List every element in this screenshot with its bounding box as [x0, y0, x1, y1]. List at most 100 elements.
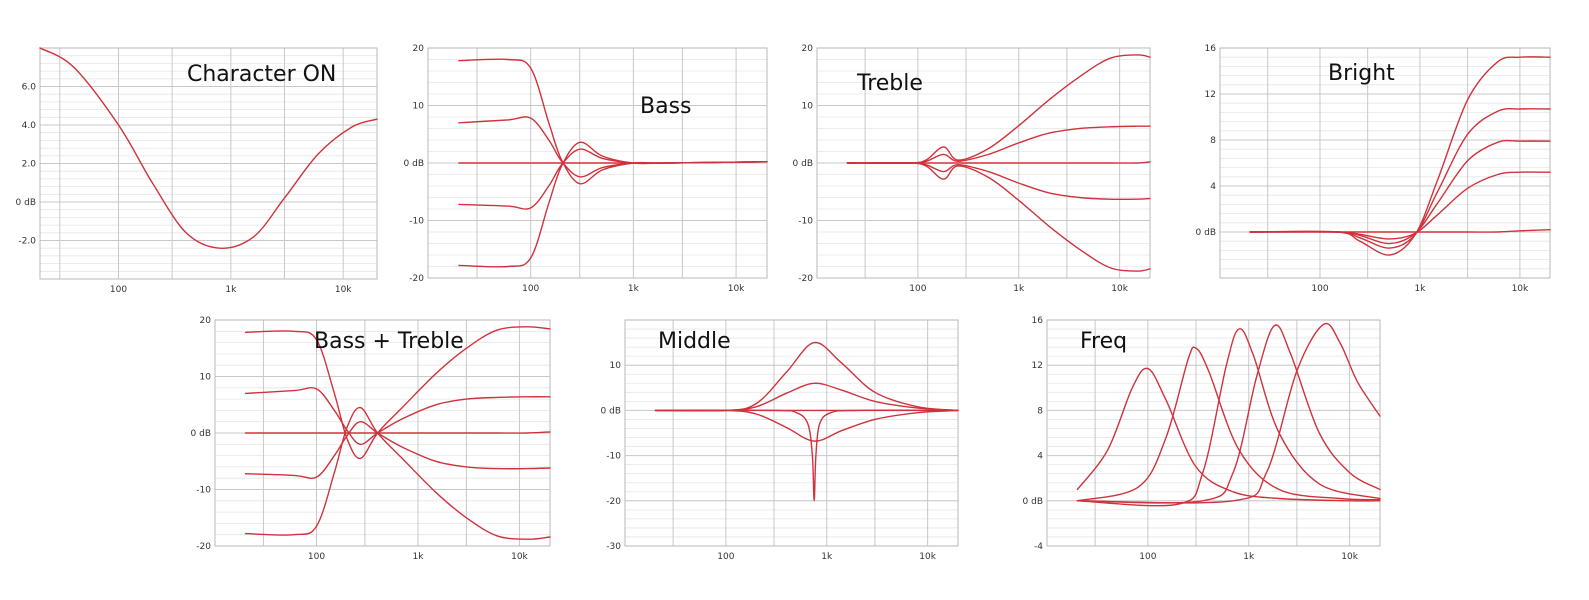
y-tick-label: 16 [1205, 44, 1217, 54]
y-tick-label: -2.0 [18, 237, 36, 247]
x-tick-label: 100 [308, 552, 325, 562]
response-curve [244, 386, 551, 445]
chart-panel: 10 0 dB -10 -20 -30 100 1k 10k Middle [601, 319, 959, 562]
response-curve [1249, 56, 1551, 256]
chart-title: Middle [658, 329, 731, 354]
response-curve [654, 382, 959, 412]
x-tick-label: 1k [628, 284, 640, 294]
x-tick-label: 100 [717, 552, 734, 562]
response-curve [654, 409, 959, 442]
response-curve [654, 409, 959, 502]
response-curve [846, 162, 1151, 201]
y-tick-label: 10 [610, 361, 622, 371]
response-curve [1249, 171, 1551, 240]
response-curve [846, 125, 1151, 164]
x-tick-label: 10k [335, 285, 352, 295]
y-tick-label: 0 dB [793, 159, 813, 169]
chart-panel: 16 12 8 4 0 dB 100 1k 10k Bright [1196, 44, 1551, 294]
y-tick-label: 4.0 [22, 121, 37, 131]
response-curve [1076, 328, 1381, 507]
chart-title: Character ON [187, 62, 336, 87]
chart-title: Bass + Treble [314, 329, 464, 354]
x-tick-label: 10k [1111, 284, 1128, 294]
plot-frame [427, 47, 768, 279]
plot-frame [214, 319, 551, 547]
chart-title: Freq [1080, 329, 1127, 354]
y-tick-label: 20 [802, 44, 814, 54]
y-tick-label: 16 [1032, 316, 1044, 326]
response-curve [1076, 346, 1381, 502]
x-tick-label: 10k [919, 552, 936, 562]
y-tick-label: -10 [606, 452, 621, 462]
y-tick-label: 0 dB [404, 159, 424, 169]
y-tick-label: 20 [413, 44, 425, 54]
y-tick-label: 0 dB [601, 406, 621, 416]
response-curve [458, 116, 768, 178]
response-curve [846, 161, 1151, 164]
plot-frame [624, 319, 959, 547]
response-curve [244, 431, 551, 434]
x-tick-label: 100 [1311, 284, 1328, 294]
x-tick-label: 10k [728, 284, 745, 294]
x-tick-label: 100 [1139, 552, 1156, 562]
y-tick-label: 12 [1205, 90, 1216, 100]
y-tick-label: -4 [1034, 542, 1043, 552]
x-tick-label: 1k [412, 552, 424, 562]
y-tick-label: 2.0 [22, 160, 37, 170]
response-curve [1249, 107, 1551, 249]
x-tick-label: 1k [821, 552, 833, 562]
x-tick-label: 1k [225, 285, 237, 295]
response-curve [1076, 322, 1381, 504]
chart-panel: 20 10 0 dB -10 -20 100 1k 10k Bass + Treble [191, 316, 551, 562]
chart-title: Treble [856, 71, 923, 96]
chart-panel: 20 10 0 dB -10 -20 100 1k 10k Bass [404, 44, 768, 294]
response-curve [1249, 139, 1551, 245]
y-tick-label: -20 [409, 274, 424, 284]
y-tick-label: 6.0 [22, 83, 37, 93]
y-tick-label: -10 [409, 217, 424, 227]
response-curve [846, 162, 1151, 272]
y-tick-label: 0 dB [16, 198, 36, 208]
y-tick-label: 0 dB [1196, 228, 1216, 238]
x-tick-label: 1k [1243, 552, 1255, 562]
y-tick-label: 8 [1037, 406, 1043, 416]
x-tick-label: 10k [511, 552, 528, 562]
plot-frame [816, 47, 1151, 279]
response-curve [1076, 324, 1381, 504]
x-tick-label: 10k [1512, 284, 1529, 294]
chart-title: Bass [640, 94, 692, 119]
y-tick-label: -20 [606, 497, 621, 507]
plot-frame [1219, 47, 1551, 279]
y-tick-label: 4 [1037, 452, 1043, 462]
y-tick-label: -20 [196, 542, 211, 552]
x-tick-label: 100 [110, 285, 127, 295]
response-curve [458, 148, 768, 210]
response-curve [244, 406, 551, 540]
chart-panel: 6.0 4.0 2.0 0 dB -2.0 100 1k 10k Character ON [16, 47, 378, 295]
y-tick-label: 4 [1210, 182, 1216, 192]
plot-frame [39, 47, 378, 280]
y-tick-label: 0 dB [1023, 497, 1043, 507]
response-curve [39, 47, 378, 249]
y-tick-label: 8 [1210, 136, 1216, 146]
chart-panel: 16 12 8 4 0 dB -4 100 1k 10k Freq [1023, 316, 1381, 562]
x-tick-label: 100 [522, 284, 539, 294]
response-curve [846, 54, 1151, 164]
y-tick-label: -10 [798, 217, 813, 227]
chart-panel: 20 10 0 dB -10 -20 100 1k 10k Treble [793, 44, 1151, 294]
y-tick-label: -10 [196, 486, 211, 496]
chart-title: Bright [1328, 61, 1395, 86]
y-tick-label: 12 [1032, 361, 1043, 371]
x-tick-label: 1k [1414, 284, 1426, 294]
response-curve [244, 421, 551, 479]
x-tick-label: 1k [1013, 284, 1025, 294]
plot-frame [1046, 319, 1381, 547]
y-tick-label: 10 [413, 102, 425, 112]
y-tick-label: -30 [606, 542, 621, 552]
x-tick-label: 100 [909, 284, 926, 294]
y-tick-label: -20 [798, 274, 813, 284]
y-tick-label: 0 dB [191, 429, 211, 439]
y-tick-label: 20 [200, 316, 212, 326]
y-tick-label: 10 [200, 373, 212, 383]
